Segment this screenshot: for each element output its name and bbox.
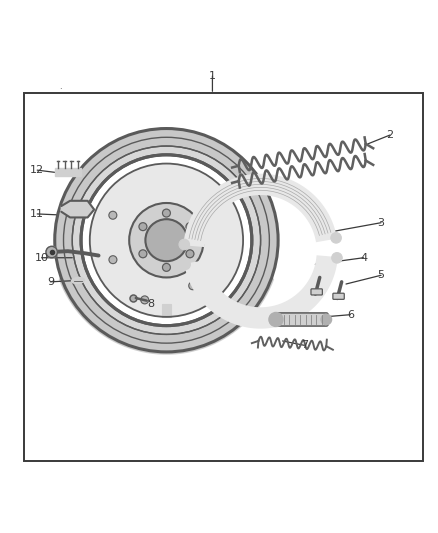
Circle shape xyxy=(81,155,252,326)
FancyBboxPatch shape xyxy=(274,313,328,326)
Circle shape xyxy=(81,155,252,326)
Circle shape xyxy=(186,250,194,258)
Polygon shape xyxy=(185,256,337,328)
Circle shape xyxy=(129,203,204,278)
Text: 5: 5 xyxy=(378,270,385,280)
Text: 2: 2 xyxy=(386,130,393,140)
Text: 12: 12 xyxy=(30,165,44,175)
Circle shape xyxy=(109,256,117,264)
Circle shape xyxy=(162,263,170,271)
Circle shape xyxy=(139,223,147,231)
Polygon shape xyxy=(60,274,273,354)
FancyBboxPatch shape xyxy=(333,293,344,300)
Circle shape xyxy=(186,223,194,231)
Circle shape xyxy=(162,209,170,217)
Circle shape xyxy=(332,253,342,263)
Bar xyxy=(24,93,423,462)
Circle shape xyxy=(179,239,190,250)
Circle shape xyxy=(180,259,191,270)
Circle shape xyxy=(331,232,341,243)
Polygon shape xyxy=(184,174,336,246)
Circle shape xyxy=(189,282,197,289)
Bar xyxy=(162,304,171,317)
Text: 7: 7 xyxy=(301,341,308,350)
Circle shape xyxy=(90,164,243,317)
Polygon shape xyxy=(55,168,81,176)
Circle shape xyxy=(145,219,187,261)
Polygon shape xyxy=(61,201,94,217)
Text: 8: 8 xyxy=(148,298,155,309)
Circle shape xyxy=(139,250,147,258)
Circle shape xyxy=(72,146,261,334)
Circle shape xyxy=(141,296,148,304)
Text: 10: 10 xyxy=(35,253,49,263)
Text: .: . xyxy=(59,82,62,91)
Text: 4: 4 xyxy=(360,253,367,263)
Circle shape xyxy=(321,314,332,325)
Text: 11: 11 xyxy=(30,209,44,219)
Text: 9: 9 xyxy=(47,277,54,287)
Text: 3: 3 xyxy=(378,217,385,228)
Circle shape xyxy=(109,211,117,219)
Text: 6: 6 xyxy=(347,310,354,320)
Text: 1: 1 xyxy=(209,71,216,81)
Circle shape xyxy=(269,312,283,327)
Circle shape xyxy=(55,128,278,352)
FancyBboxPatch shape xyxy=(311,289,322,295)
Circle shape xyxy=(46,246,57,258)
Ellipse shape xyxy=(71,277,85,284)
